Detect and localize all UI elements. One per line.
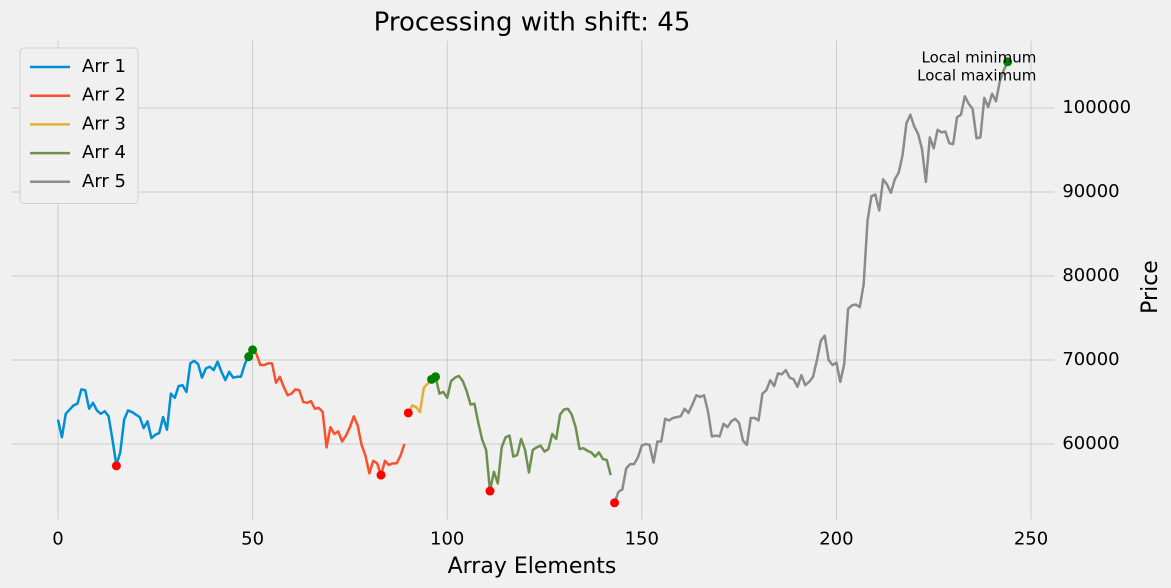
- legend-box: [19, 47, 139, 204]
- y-tick-label: 80000: [1062, 265, 1119, 286]
- y-tick-label: 100000: [1062, 97, 1131, 118]
- x-tick-label: 250: [1014, 529, 1048, 550]
- marker-point: [610, 498, 620, 508]
- legend-label: Arr 4: [82, 142, 126, 163]
- marker-point: [244, 352, 254, 362]
- marker-point: [485, 486, 495, 496]
- marker-annotation: Local maximum: [917, 67, 1036, 85]
- x-axis-label: Array Elements: [448, 554, 617, 579]
- y-tick-label: 90000: [1062, 181, 1119, 202]
- legend-label: Arr 1: [82, 56, 126, 77]
- series-line: [434, 374, 612, 493]
- marker-point: [111, 461, 121, 471]
- marker-point: [431, 372, 441, 382]
- legend-label: Arr 3: [82, 113, 126, 134]
- legend: Arr 1 Arr 2 Arr 3 Arr 4 Arr 5: [19, 47, 139, 204]
- x-tick-label: 200: [819, 529, 853, 550]
- y-axis-label: Price: [1138, 260, 1163, 314]
- x-tick-label: 150: [625, 529, 659, 550]
- legend-label: Arr 5: [82, 171, 126, 192]
- marker-point: [403, 408, 413, 418]
- y-tick-label: 60000: [1062, 433, 1119, 454]
- x-tick-label: 0: [52, 529, 63, 550]
- x-tick-label: 50: [241, 529, 264, 550]
- marker-point: [248, 345, 258, 355]
- y-tick-label: 70000: [1062, 349, 1119, 370]
- legend-label: Arr 2: [82, 85, 126, 106]
- marker-annotation: Local minimum: [922, 49, 1037, 67]
- marker-point: [1003, 57, 1013, 67]
- series-line: [251, 347, 406, 477]
- x-tick-label: 100: [430, 529, 464, 550]
- series-line: [56, 347, 254, 467]
- marker-point: [376, 470, 386, 480]
- plot-area: [56, 57, 1013, 508]
- chart-title: Processing with shift: 45: [374, 8, 691, 38]
- series-line: [613, 61, 1009, 504]
